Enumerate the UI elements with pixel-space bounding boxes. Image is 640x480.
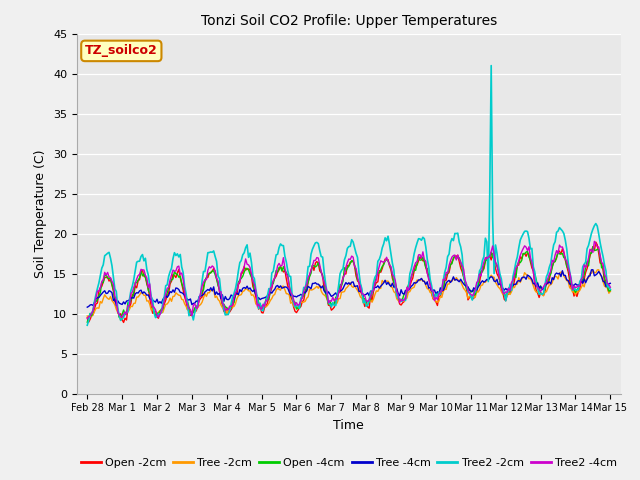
Tree -4cm	[410, 280, 418, 286]
Tree -2cm	[117, 317, 125, 323]
Tree2 -4cm	[381, 258, 389, 264]
Open -4cm	[180, 288, 188, 294]
Open -2cm	[83, 315, 91, 321]
Open -4cm	[83, 319, 91, 325]
Tree -2cm	[544, 285, 552, 291]
Tree2 -4cm	[591, 239, 598, 244]
Text: TZ_soilco2: TZ_soilco2	[85, 44, 157, 58]
Tree -2cm	[607, 288, 614, 294]
Tree -2cm	[383, 278, 390, 284]
Line: Tree2 -4cm: Tree2 -4cm	[87, 241, 611, 319]
Tree2 -4cm	[607, 284, 614, 290]
Open -2cm	[120, 320, 127, 325]
Tree2 -2cm	[381, 235, 389, 240]
Tree2 -2cm	[544, 270, 552, 276]
Open -4cm	[381, 258, 389, 264]
Tree2 -2cm	[98, 265, 106, 271]
Open -4cm	[543, 279, 550, 285]
Tree -2cm	[98, 300, 106, 306]
Tree2 -2cm	[399, 298, 406, 304]
Tree2 -2cm	[487, 63, 495, 69]
Open -2cm	[412, 262, 419, 268]
Tree2 -2cm	[180, 283, 188, 289]
Open -4cm	[607, 288, 614, 293]
Open -4cm	[98, 279, 106, 285]
Line: Open -4cm: Open -4cm	[87, 247, 611, 322]
Tree2 -4cm	[83, 316, 91, 322]
Tree2 -2cm	[607, 287, 614, 292]
Line: Tree -2cm: Tree -2cm	[87, 270, 611, 320]
Tree -4cm	[180, 292, 188, 298]
Tree -4cm	[399, 290, 406, 296]
Tree -4cm	[589, 267, 596, 273]
Open -2cm	[544, 281, 552, 287]
Tree2 -4cm	[98, 279, 106, 285]
Tree -4cm	[83, 304, 91, 310]
Open -2cm	[607, 287, 614, 293]
Tree -4cm	[607, 280, 614, 286]
Tree -4cm	[381, 277, 389, 283]
Open -4cm	[399, 296, 406, 302]
Tree -2cm	[182, 303, 190, 309]
Tree -2cm	[595, 267, 602, 273]
Open -2cm	[592, 239, 600, 245]
Line: Tree2 -2cm: Tree2 -2cm	[87, 66, 611, 325]
Open -2cm	[383, 257, 390, 263]
Tree2 -4cm	[180, 288, 188, 294]
Legend: Open -2cm, Tree -2cm, Open -4cm, Tree -4cm, Tree2 -2cm, Tree2 -4cm: Open -2cm, Tree -2cm, Open -4cm, Tree -4…	[76, 453, 621, 472]
Y-axis label: Soil Temperature (C): Soil Temperature (C)	[35, 149, 47, 278]
Title: Tonzi Soil CO2 Profile: Upper Temperatures: Tonzi Soil CO2 Profile: Upper Temperatur…	[201, 14, 497, 28]
Open -2cm	[400, 299, 408, 305]
Tree2 -4cm	[543, 280, 550, 286]
Line: Open -2cm: Open -2cm	[87, 242, 611, 323]
Tree -4cm	[543, 281, 550, 287]
Tree2 -4cm	[410, 264, 418, 269]
Tree -2cm	[83, 313, 91, 319]
Tree2 -4cm	[399, 298, 406, 304]
Tree -2cm	[400, 299, 408, 304]
Open -2cm	[98, 284, 106, 289]
Tree2 -2cm	[410, 251, 418, 256]
X-axis label: Time: Time	[333, 419, 364, 432]
Tree -4cm	[98, 291, 106, 297]
Open -4cm	[589, 244, 596, 250]
Line: Tree -4cm: Tree -4cm	[87, 270, 611, 307]
Tree -2cm	[412, 279, 419, 285]
Open -2cm	[182, 299, 190, 304]
Tree2 -2cm	[83, 323, 91, 328]
Open -4cm	[410, 267, 418, 273]
